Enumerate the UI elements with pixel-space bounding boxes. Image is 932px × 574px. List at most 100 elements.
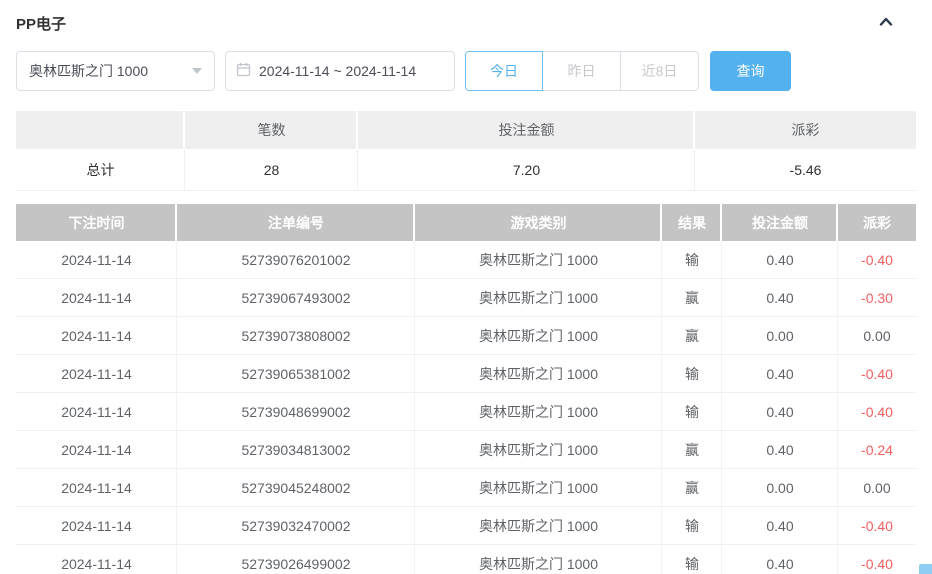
result-cell: 输: [662, 241, 722, 278]
payout-cell: 0.00: [838, 317, 916, 354]
order-number-cell: 52739026499002: [177, 545, 415, 574]
date-range-input[interactable]: 2024-11-14 ~ 2024-11-14: [225, 51, 455, 91]
chevron-up-icon: [877, 13, 895, 34]
game-type-cell: 奥林匹斯之门 1000: [415, 317, 662, 354]
bet-amount-cell: 0.40: [722, 393, 838, 430]
result-cell: 输: [662, 507, 722, 544]
order-number-cell: 52739048699002: [177, 393, 415, 430]
table-row: 2024-11-14 52739065381002 奥林匹斯之门 1000 输 …: [16, 355, 916, 393]
table-row: 2024-11-14 52739076201002 奥林匹斯之门 1000 输 …: [16, 241, 916, 279]
quick-date-button[interactable]: 近8日: [621, 51, 699, 91]
col-game-type: 游戏类别: [415, 204, 662, 241]
payout-cell: -0.24: [838, 431, 916, 468]
bet-time-cell: 2024-11-14: [16, 241, 177, 278]
game-type-cell: 奥林匹斯之门 1000: [415, 507, 662, 544]
bet-amount-cell: 0.40: [722, 507, 838, 544]
result-cell: 赢: [662, 317, 722, 354]
payout-cell: -0.40: [838, 545, 916, 574]
quick-date-button[interactable]: 昨日: [543, 51, 621, 91]
order-number-cell: 52739065381002: [177, 355, 415, 392]
pp-games-panel: PP电子 奥林匹斯之门 1000 2024-11-14 ~ 2024-11-14…: [0, 8, 932, 574]
game-select-value: 奥林匹斯之门 1000: [29, 63, 149, 79]
bet-amount-cell: 0.00: [722, 469, 838, 506]
summary-payout-value: -5.46: [695, 149, 916, 190]
table-row: 2024-11-14 52739048699002 奥林匹斯之门 1000 输 …: [16, 393, 916, 431]
payout-cell: -0.40: [838, 241, 916, 278]
floating-corner-button[interactable]: [919, 564, 932, 574]
bet-time-cell: 2024-11-14: [16, 469, 177, 506]
payout-cell: -0.40: [838, 507, 916, 544]
date-range-value: 2024-11-14 ~ 2024-11-14: [259, 63, 417, 79]
summary-total-row: 总计 28 7.20 -5.46: [16, 149, 916, 191]
bet-amount-cell: 0.00: [722, 317, 838, 354]
bet-time-cell: 2024-11-14: [16, 317, 177, 354]
payout-cell: -0.30: [838, 279, 916, 316]
game-type-cell: 奥林匹斯之门 1000: [415, 545, 662, 574]
payout-cell: -0.40: [838, 355, 916, 392]
game-type-cell: 奥林匹斯之门 1000: [415, 469, 662, 506]
summary-header-blank: [16, 111, 185, 149]
summary-total-label: 总计: [16, 149, 185, 190]
filter-row: 奥林匹斯之门 1000 2024-11-14 ~ 2024-11-14 今日 昨日…: [16, 51, 916, 91]
summary-header-payout: 派彩: [695, 111, 916, 149]
quick-date-buttons: 今日 昨日 近8日: [465, 51, 699, 91]
payout-cell: 0.00: [838, 469, 916, 506]
payout-cell: -0.40: [838, 393, 916, 430]
result-cell: 输: [662, 355, 722, 392]
order-number-cell: 52739073808002: [177, 317, 415, 354]
game-type-cell: 奥林匹斯之门 1000: [415, 393, 662, 430]
summary-bet-amount-value: 7.20: [358, 149, 695, 190]
game-select[interactable]: 奥林匹斯之门 1000: [16, 51, 215, 91]
bet-amount-cell: 0.40: [722, 279, 838, 316]
col-bet-amount: 投注金额: [722, 204, 838, 241]
result-cell: 赢: [662, 469, 722, 506]
bet-time-cell: 2024-11-14: [16, 279, 177, 316]
bet-time-cell: 2024-11-14: [16, 393, 177, 430]
col-order-number: 注单编号: [177, 204, 415, 241]
game-type-cell: 奥林匹斯之门 1000: [415, 355, 662, 392]
order-number-cell: 52739045248002: [177, 469, 415, 506]
collapse-button[interactable]: [874, 11, 898, 35]
order-number-cell: 52739067493002: [177, 279, 415, 316]
game-type-cell: 奥林匹斯之门 1000: [415, 241, 662, 278]
page-title: PP电子: [16, 15, 67, 33]
table-row: 2024-11-14 52739045248002 奥林匹斯之门 1000 赢 …: [16, 469, 916, 507]
table-row: 2024-11-14 52739026499002 奥林匹斯之门 1000 输 …: [16, 545, 916, 574]
col-bet-time: 下注时间: [16, 204, 177, 241]
calendar-icon: [236, 62, 251, 80]
quick-date-button[interactable]: 今日: [465, 51, 543, 91]
bet-amount-cell: 0.40: [722, 355, 838, 392]
col-payout: 派彩: [838, 204, 916, 241]
bet-table-header: 下注时间 注单编号 游戏类别 结果 投注金额 派彩: [16, 204, 916, 241]
order-number-cell: 52739034813002: [177, 431, 415, 468]
bet-amount-cell: 0.40: [722, 431, 838, 468]
chevron-down-icon: [192, 68, 202, 74]
summary-header-bet-amount: 投注金额: [358, 111, 695, 149]
order-number-cell: 52739032470002: [177, 507, 415, 544]
table-row: 2024-11-14 52739032470002 奥林匹斯之门 1000 输 …: [16, 507, 916, 545]
bet-time-cell: 2024-11-14: [16, 507, 177, 544]
bet-time-cell: 2024-11-14: [16, 355, 177, 392]
table-row: 2024-11-14 52739067493002 奥林匹斯之门 1000 赢 …: [16, 279, 916, 317]
search-button[interactable]: 查询: [710, 51, 791, 91]
bet-records-table: 下注时间 注单编号 游戏类别 结果 投注金额 派彩 2024-11-14 527…: [16, 204, 916, 574]
bet-table-body: 2024-11-14 52739076201002 奥林匹斯之门 1000 输 …: [16, 241, 916, 574]
bet-time-cell: 2024-11-14: [16, 431, 177, 468]
result-cell: 输: [662, 393, 722, 430]
result-cell: 输: [662, 545, 722, 574]
order-number-cell: 52739076201002: [177, 241, 415, 278]
result-cell: 赢: [662, 279, 722, 316]
summary-count-value: 28: [185, 149, 358, 190]
result-cell: 赢: [662, 431, 722, 468]
table-row: 2024-11-14 52739034813002 奥林匹斯之门 1000 赢 …: [16, 431, 916, 469]
summary-table: 笔数 投注金额 派彩 总计 28 7.20 -5.46: [16, 111, 916, 191]
bet-amount-cell: 0.40: [722, 241, 838, 278]
game-type-cell: 奥林匹斯之门 1000: [415, 431, 662, 468]
col-result: 结果: [662, 204, 722, 241]
bet-time-cell: 2024-11-14: [16, 545, 177, 574]
summary-header-row: 笔数 投注金额 派彩: [16, 111, 916, 149]
summary-header-count: 笔数: [185, 111, 358, 149]
table-row: 2024-11-14 52739073808002 奥林匹斯之门 1000 赢 …: [16, 317, 916, 355]
bet-amount-cell: 0.40: [722, 545, 838, 574]
game-type-cell: 奥林匹斯之门 1000: [415, 279, 662, 316]
